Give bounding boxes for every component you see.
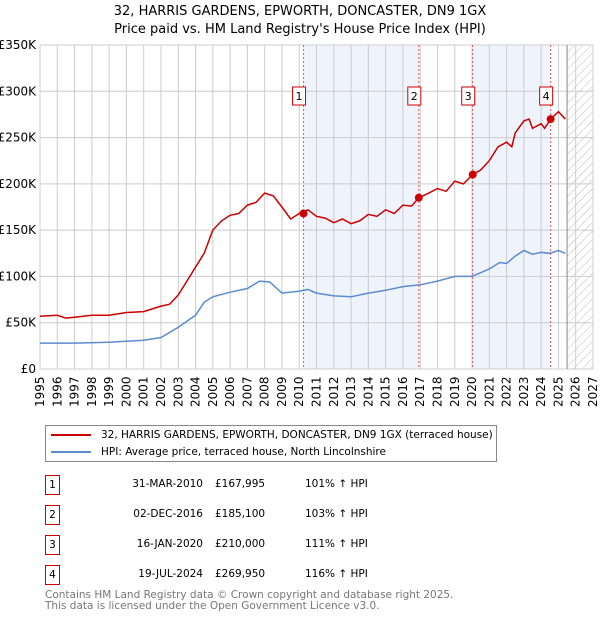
y-tick-label: £200K <box>0 177 37 191</box>
sale-label-box <box>292 86 307 106</box>
title-line-2: Price paid vs. HM Land Registry's House … <box>114 22 486 37</box>
x-tick-label: 2027 <box>586 376 600 407</box>
y-tick-label: £250K <box>0 131 37 145</box>
x-tick-label: 1999 <box>102 376 116 407</box>
x-tick-label: 2016 <box>396 376 410 407</box>
forecast-hatch <box>567 45 593 369</box>
sale-point <box>468 170 477 179</box>
x-tick-label: 2012 <box>327 376 341 407</box>
sale-date: 19-JUL-2024 <box>138 568 203 580</box>
sale-marker-number: 1 <box>45 475 60 495</box>
x-tick-label: 1997 <box>68 376 82 407</box>
x-tick-label: 2014 <box>361 376 375 407</box>
y-tick-label: £100K <box>0 269 37 283</box>
legend-swatch-red <box>51 434 91 436</box>
shaded-period <box>472 45 551 369</box>
x-tick-label: 2000 <box>119 376 133 407</box>
x-tick-label: 2003 <box>171 376 185 407</box>
x-tick-label: 2004 <box>189 376 203 407</box>
legend-item-property: 32, HARRIS GARDENS, EPWORTH, DONCASTER, … <box>51 427 493 443</box>
sale-date: 02-DEC-2016 <box>133 508 203 520</box>
sale-label-box <box>407 86 422 106</box>
sale-point <box>546 115 555 124</box>
chart-legend: 32, HARRIS GARDENS, EPWORTH, DONCASTER, … <box>45 425 497 462</box>
x-tick-label: 2002 <box>154 376 168 407</box>
y-tick-label: £300K <box>0 84 37 98</box>
footer-attribution: Contains HM Land Registry data © Crown c… <box>45 590 453 612</box>
sale-label-box <box>461 86 476 106</box>
legend-item-hpi: HPI: Average price, terraced house, Nort… <box>51 444 386 460</box>
table-row: 4 19-JUL-2024 £269,950 116% ↑ HPI <box>45 565 465 585</box>
x-tick-label: 2024 <box>534 376 548 407</box>
shaded-period <box>303 45 419 369</box>
x-tick-label: 2025 <box>551 376 565 407</box>
x-tick-label: 2013 <box>344 376 358 407</box>
x-tick-label: 2022 <box>500 376 514 407</box>
sale-marker-number: 3 <box>45 535 60 555</box>
legend-label: HPI: Average price, terraced house, Nort… <box>101 446 386 458</box>
table-row: 1 31-MAR-2010 £167,995 101% ↑ HPI <box>45 475 465 495</box>
x-tick-label: 2019 <box>448 376 462 407</box>
x-tick-label: 1996 <box>50 376 64 407</box>
x-tick-label: 2006 <box>223 376 237 407</box>
sale-marker-number: 4 <box>45 565 60 585</box>
y-tick-label: £150K <box>0 223 37 237</box>
x-tick-label: 2007 <box>240 376 254 407</box>
sale-marker-number: 2 <box>45 505 60 525</box>
legend-swatch-blue <box>51 451 91 453</box>
y-tick-label: £0 <box>21 362 36 376</box>
title-line-1: 32, HARRIS GARDENS, EPWORTH, DONCASTER, … <box>113 4 487 19</box>
footer-line-1: Contains HM Land Registry data © Crown c… <box>45 589 454 601</box>
x-tick-label: 2017 <box>413 376 427 407</box>
sale-date: 31-MAR-2010 <box>132 478 203 490</box>
x-tick-label: 2018 <box>430 376 444 407</box>
x-tick-label: 1995 <box>33 376 47 407</box>
series-line <box>39 110 566 319</box>
sale-hpi: 111% ↑ HPI <box>305 538 368 550</box>
y-tick-label: £50K <box>5 316 37 330</box>
price-chart: £0 £50K £100K £150K £200K £250K £300K £350K 1995… <box>0 38 600 407</box>
sale-point <box>414 193 423 202</box>
sale-hpi: 116% ↑ HPI <box>305 568 368 580</box>
sale-label-box <box>539 86 554 106</box>
legend-label: 32, HARRIS GARDENS, EPWORTH, DONCASTER, … <box>101 429 493 441</box>
sale-price: £269,950 <box>215 568 266 580</box>
x-tick-label: 2010 <box>292 376 306 407</box>
table-row: 3 16-JAN-2020 £210,000 111% ↑ HPI <box>45 535 465 555</box>
sale-label: 2 <box>411 90 418 103</box>
table-row: 2 02-DEC-2016 £185,100 103% ↑ HPI <box>45 505 465 525</box>
sale-hpi: 101% ↑ HPI <box>305 478 368 490</box>
x-tick-label: 2005 <box>206 376 220 407</box>
x-tick-label: 2023 <box>517 376 531 407</box>
sale-hpi: 103% ↑ HPI <box>305 508 368 520</box>
x-tick-label: 2001 <box>137 376 151 407</box>
x-tick-label: 2009 <box>275 376 289 407</box>
sale-price: £210,000 <box>215 538 266 550</box>
x-tick-label: 2021 <box>482 376 496 407</box>
sale-label: 4 <box>543 90 550 103</box>
x-tick-label: 1998 <box>85 376 99 407</box>
footer-line-2: This data is licensed under the Open Gov… <box>45 600 380 612</box>
y-tick-label: £350K <box>0 38 37 52</box>
x-tick-label: 2026 <box>569 376 583 407</box>
sale-price: £167,995 <box>215 478 266 490</box>
x-tick-label: 2015 <box>379 376 393 407</box>
sale-point <box>299 209 308 218</box>
x-tick-label: 2020 <box>465 376 479 407</box>
sale-label: 3 <box>465 90 472 103</box>
series-line <box>40 249 566 344</box>
sale-price: £185,100 <box>215 508 266 520</box>
chart-title: 32, HARRIS GARDENS, EPWORTH, DONCASTER, … <box>0 3 600 39</box>
x-tick-label: 2008 <box>258 376 272 407</box>
sale-label: 1 <box>296 90 303 103</box>
x-tick-label: 2011 <box>310 376 324 407</box>
sale-date: 16-JAN-2020 <box>136 538 203 550</box>
